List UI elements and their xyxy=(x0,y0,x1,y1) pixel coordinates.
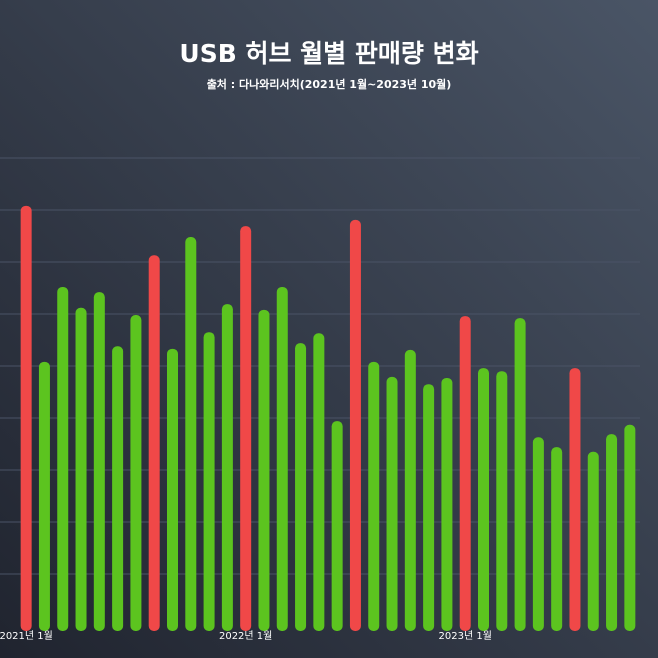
x-tick-label: 2022년 1월 xyxy=(219,630,272,642)
bar xyxy=(20,205,32,631)
bar xyxy=(478,368,489,631)
bar xyxy=(276,286,288,631)
bar xyxy=(386,376,398,631)
bar xyxy=(313,333,325,631)
bar xyxy=(130,315,142,631)
bar xyxy=(441,377,453,631)
bar xyxy=(624,424,636,631)
bar xyxy=(38,361,50,631)
bar xyxy=(368,361,380,631)
bar xyxy=(551,447,563,631)
bar xyxy=(203,332,215,631)
chart-subtitle: 출처 : 다나와리서치(2021년 1월~2023년 10월) xyxy=(207,77,452,91)
bar xyxy=(221,304,233,631)
bar xyxy=(459,316,471,631)
bar xyxy=(349,219,361,631)
bar xyxy=(532,437,544,631)
bar xyxy=(240,226,252,631)
chart-title: USB 허브 월별 판매량 변화 xyxy=(179,39,478,68)
bar xyxy=(148,255,160,632)
bar xyxy=(185,237,197,632)
bar xyxy=(167,348,178,631)
bar xyxy=(295,343,307,631)
bar xyxy=(75,307,87,631)
bar xyxy=(514,318,526,631)
bar xyxy=(496,371,508,631)
bar xyxy=(93,292,105,631)
bar xyxy=(606,434,618,631)
bar xyxy=(258,309,270,631)
bar xyxy=(112,346,124,631)
x-tick-label: 2023년 1월 xyxy=(439,630,492,642)
bar xyxy=(423,384,435,631)
bar xyxy=(331,421,343,631)
x-tick-label: 2021년 1월 xyxy=(0,630,53,642)
bar xyxy=(587,451,599,631)
bar xyxy=(57,286,69,631)
bar xyxy=(569,368,581,631)
bar xyxy=(404,349,416,631)
